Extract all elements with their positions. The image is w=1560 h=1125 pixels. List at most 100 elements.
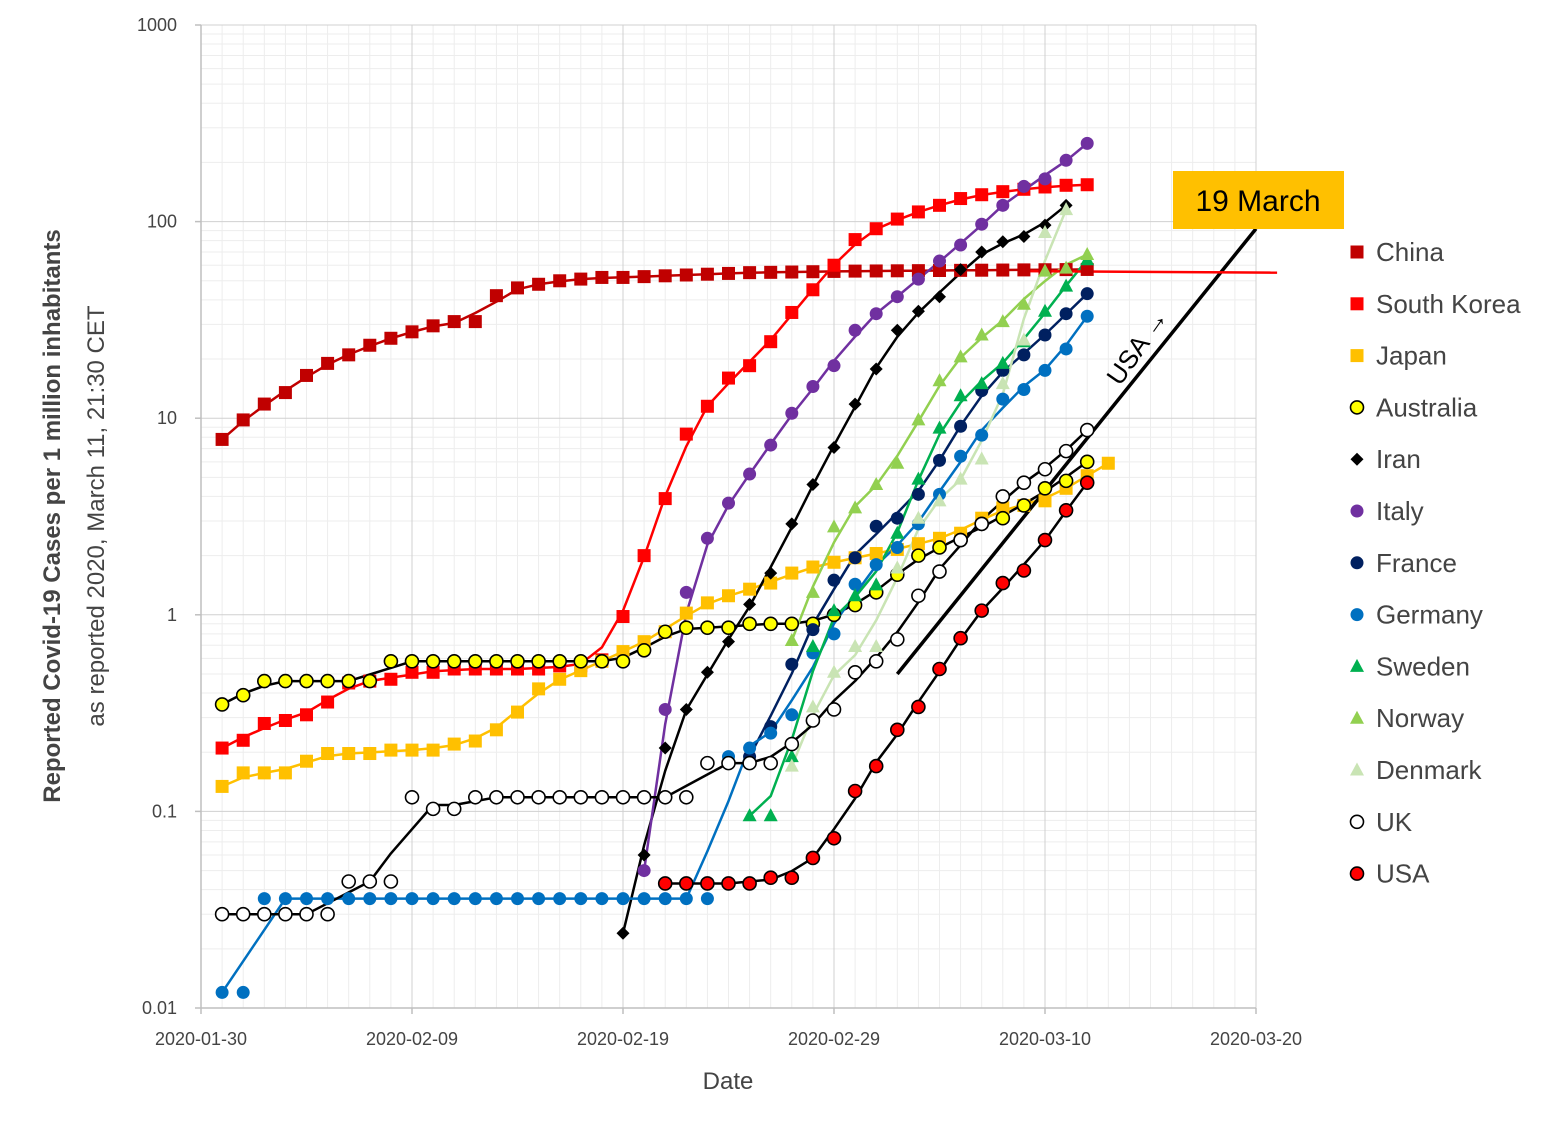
iran-point [616,926,630,940]
denmark-point [848,638,863,652]
germany-point [426,892,440,906]
sweden-point [911,471,926,485]
usa-point [868,758,884,774]
legend-marker [1350,297,1364,311]
japan-point [532,682,546,696]
china-point [996,263,1010,277]
australia-point [1079,454,1095,470]
france-point [1080,287,1094,301]
china-point [278,386,292,400]
japan-point [321,747,335,761]
south-korea-point [975,188,989,202]
australia-point [1058,473,1074,489]
japan-point [911,537,925,551]
south-korea-point [954,192,968,206]
denmark-point [995,376,1010,390]
germany-point [553,892,567,906]
iran-point [890,323,904,337]
china-point [489,289,503,303]
uk-point [594,789,610,805]
south-korea-point [257,716,271,730]
italy-point [911,272,925,286]
south-korea-point [426,665,440,679]
germany-point [468,892,482,906]
france-point [827,573,841,587]
iran-point [637,848,651,862]
denmark-point [890,560,905,574]
x-tick-label: 2020-02-19 [577,1029,669,1049]
norway-point [1059,260,1074,274]
china-point [595,270,609,284]
legend-label: Japan [1376,341,1447,371]
usa-point [826,830,842,846]
australia-point [256,673,272,689]
south-korea-point [996,185,1010,199]
japan-point [489,723,503,737]
axes [200,25,1256,1009]
legend-label: China [1376,237,1444,267]
usa-point [721,876,736,891]
denmark-point [827,664,841,678]
uk-point [911,588,926,604]
sweden-point [1059,278,1074,292]
china-point [848,264,862,278]
italy-point [1059,153,1073,167]
france-point [890,511,904,525]
iran-point [954,263,968,277]
australia-point [636,642,652,658]
australia-point [214,697,230,712]
italy-point [637,864,651,878]
italy-point [1017,179,1031,193]
germany-point [616,892,630,906]
iran-point [785,517,799,531]
china-point [468,315,482,329]
south-korea-point [911,205,925,219]
denmark-point [869,638,884,652]
usa-point [1058,503,1074,518]
france-point [848,551,862,565]
legend-marker [1350,608,1364,622]
y-axis-subtitle: as reported 2020, March 11, 21:30 CET [83,305,110,726]
china-point [806,265,820,279]
south-korea-point [384,672,398,686]
callout-box [1173,171,1344,229]
uk-point [847,664,863,680]
france-point [869,519,883,533]
china-point [743,266,757,280]
australia-point [362,673,378,689]
australia-point [678,620,694,635]
uk-point [1037,461,1053,477]
germany-point [236,985,250,999]
germany-point [1059,342,1073,356]
germany-point [848,577,862,591]
australia-point [510,654,525,669]
uk-point [510,789,525,805]
italy-point [806,379,820,393]
japan-point [743,582,757,596]
france-point [1017,348,1031,362]
china-point [1017,263,1031,277]
italy-point [975,217,989,231]
iran-point [975,245,989,259]
norway-point [995,314,1010,328]
y-tick-label: 1 [167,605,177,625]
uk-point [763,755,779,771]
norway-point [869,477,884,491]
uk-point [974,516,990,532]
sweden-point [805,638,820,652]
china-point [722,266,735,280]
usa-point [889,722,905,738]
japan-point [869,547,883,561]
norway-point [911,412,926,426]
uk-point [446,801,462,817]
x-tick-label: 2020-01-30 [155,1029,247,1049]
series-markers [214,136,1115,999]
south-korea-point [300,708,313,722]
china-point [342,348,356,362]
italy-point [890,290,904,304]
legend: China South Korea Japan Australia Iran Italy F… [1349,237,1521,889]
usa-point [911,699,926,715]
australia-point [573,654,589,669]
uk-point [953,532,968,548]
denmark-point [974,451,989,465]
